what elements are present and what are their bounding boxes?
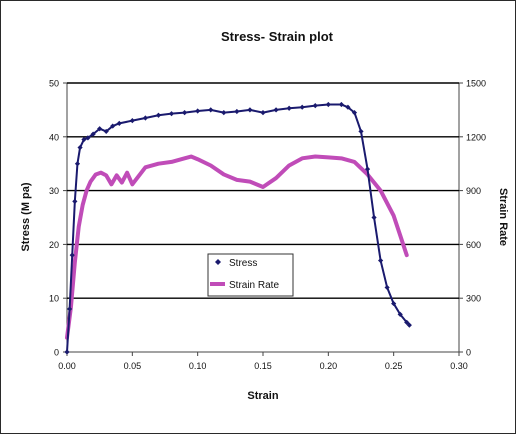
stress-point [97, 126, 103, 132]
y-axis-ticks: 0 10 20 30 40 50 [49, 79, 67, 358]
legend-label-stress: Stress [229, 258, 257, 269]
x-tick-label: 0.00 [58, 361, 76, 371]
stress-point [325, 101, 331, 108]
stress-point [338, 101, 344, 108]
stress-point [273, 107, 279, 113]
x-tick-label: 0.25 [385, 361, 403, 371]
y-tick-label: 30 [49, 186, 59, 196]
stress-point [85, 135, 91, 141]
stress-point [391, 300, 397, 307]
legend-label-strain-rate: Strain Rate [229, 280, 279, 291]
stress-point [74, 161, 81, 167]
stress-point [345, 104, 351, 110]
y-tick-label: 50 [49, 79, 59, 89]
y-tick-label: 0 [54, 348, 59, 358]
grid-lines [67, 82, 459, 299]
stress-point [299, 104, 305, 110]
stress-point [406, 322, 412, 328]
x-tick-label: 0.05 [124, 361, 142, 371]
stress-point [221, 109, 227, 116]
y2-tick-label: 300 [466, 294, 481, 304]
y2-tick-label: 1500 [466, 79, 486, 89]
x-tick-label: 0.30 [450, 361, 468, 371]
y2-tick-label: 600 [466, 240, 481, 250]
legend: Stress Strain Rate [207, 253, 294, 297]
series-layer [64, 101, 412, 355]
stress-point [103, 128, 109, 135]
stress-point [247, 107, 253, 113]
stress-point [81, 136, 87, 143]
stress-point [110, 123, 116, 129]
stress-point [371, 214, 377, 221]
y2-axis-ticks: 0 300 600 900 1200 1500 [459, 79, 486, 358]
stress-point [116, 120, 122, 126]
x-tick-label: 0.20 [320, 361, 338, 371]
stress-point [195, 108, 201, 114]
stress-point [378, 257, 384, 264]
stress-point [129, 118, 135, 124]
stress-point [155, 112, 162, 118]
y-axis-label: Stress (M pa) [20, 182, 32, 251]
stress-point [312, 102, 318, 109]
y2-axis-label: Strain Rate [497, 188, 509, 246]
stress-point [351, 109, 358, 116]
plot-area [66, 82, 460, 353]
stress-point [260, 109, 266, 116]
y-tick-label: 10 [49, 294, 59, 304]
stress-point [364, 166, 371, 172]
stress-point [182, 109, 188, 116]
x-axis-ticks: 0.00 0.05 0.10 0.15 0.20 0.25 0.30 [58, 352, 468, 371]
stress-point [142, 115, 148, 121]
y-tick-label: 20 [49, 240, 59, 250]
y2-tick-label: 1200 [466, 132, 486, 142]
legend-box [207, 253, 294, 297]
stress-point [90, 131, 96, 137]
stress-point [397, 311, 403, 317]
stress-point [208, 107, 214, 113]
stress-point [168, 111, 175, 117]
stress-point [358, 128, 364, 135]
y2-tick-label: 900 [466, 186, 481, 196]
chart-title: Stress- Strain plot [221, 29, 334, 44]
stress-point [72, 198, 78, 204]
legend-marker-stress [215, 259, 221, 265]
series-line-strain-rate [65, 154, 409, 340]
stress-point [384, 284, 390, 291]
x-tick-label: 0.10 [189, 361, 207, 371]
stress-point [64, 349, 70, 355]
x-axis-label: Strain [247, 390, 278, 402]
y2-tick-label: 0 [466, 348, 471, 358]
stress-point [77, 144, 83, 151]
x-tick-label: 0.15 [254, 361, 272, 371]
stress-point [286, 105, 292, 111]
y-tick-label: 40 [49, 132, 59, 142]
stress-point [404, 319, 410, 326]
stress-point [234, 108, 240, 115]
stress-point [67, 306, 73, 312]
